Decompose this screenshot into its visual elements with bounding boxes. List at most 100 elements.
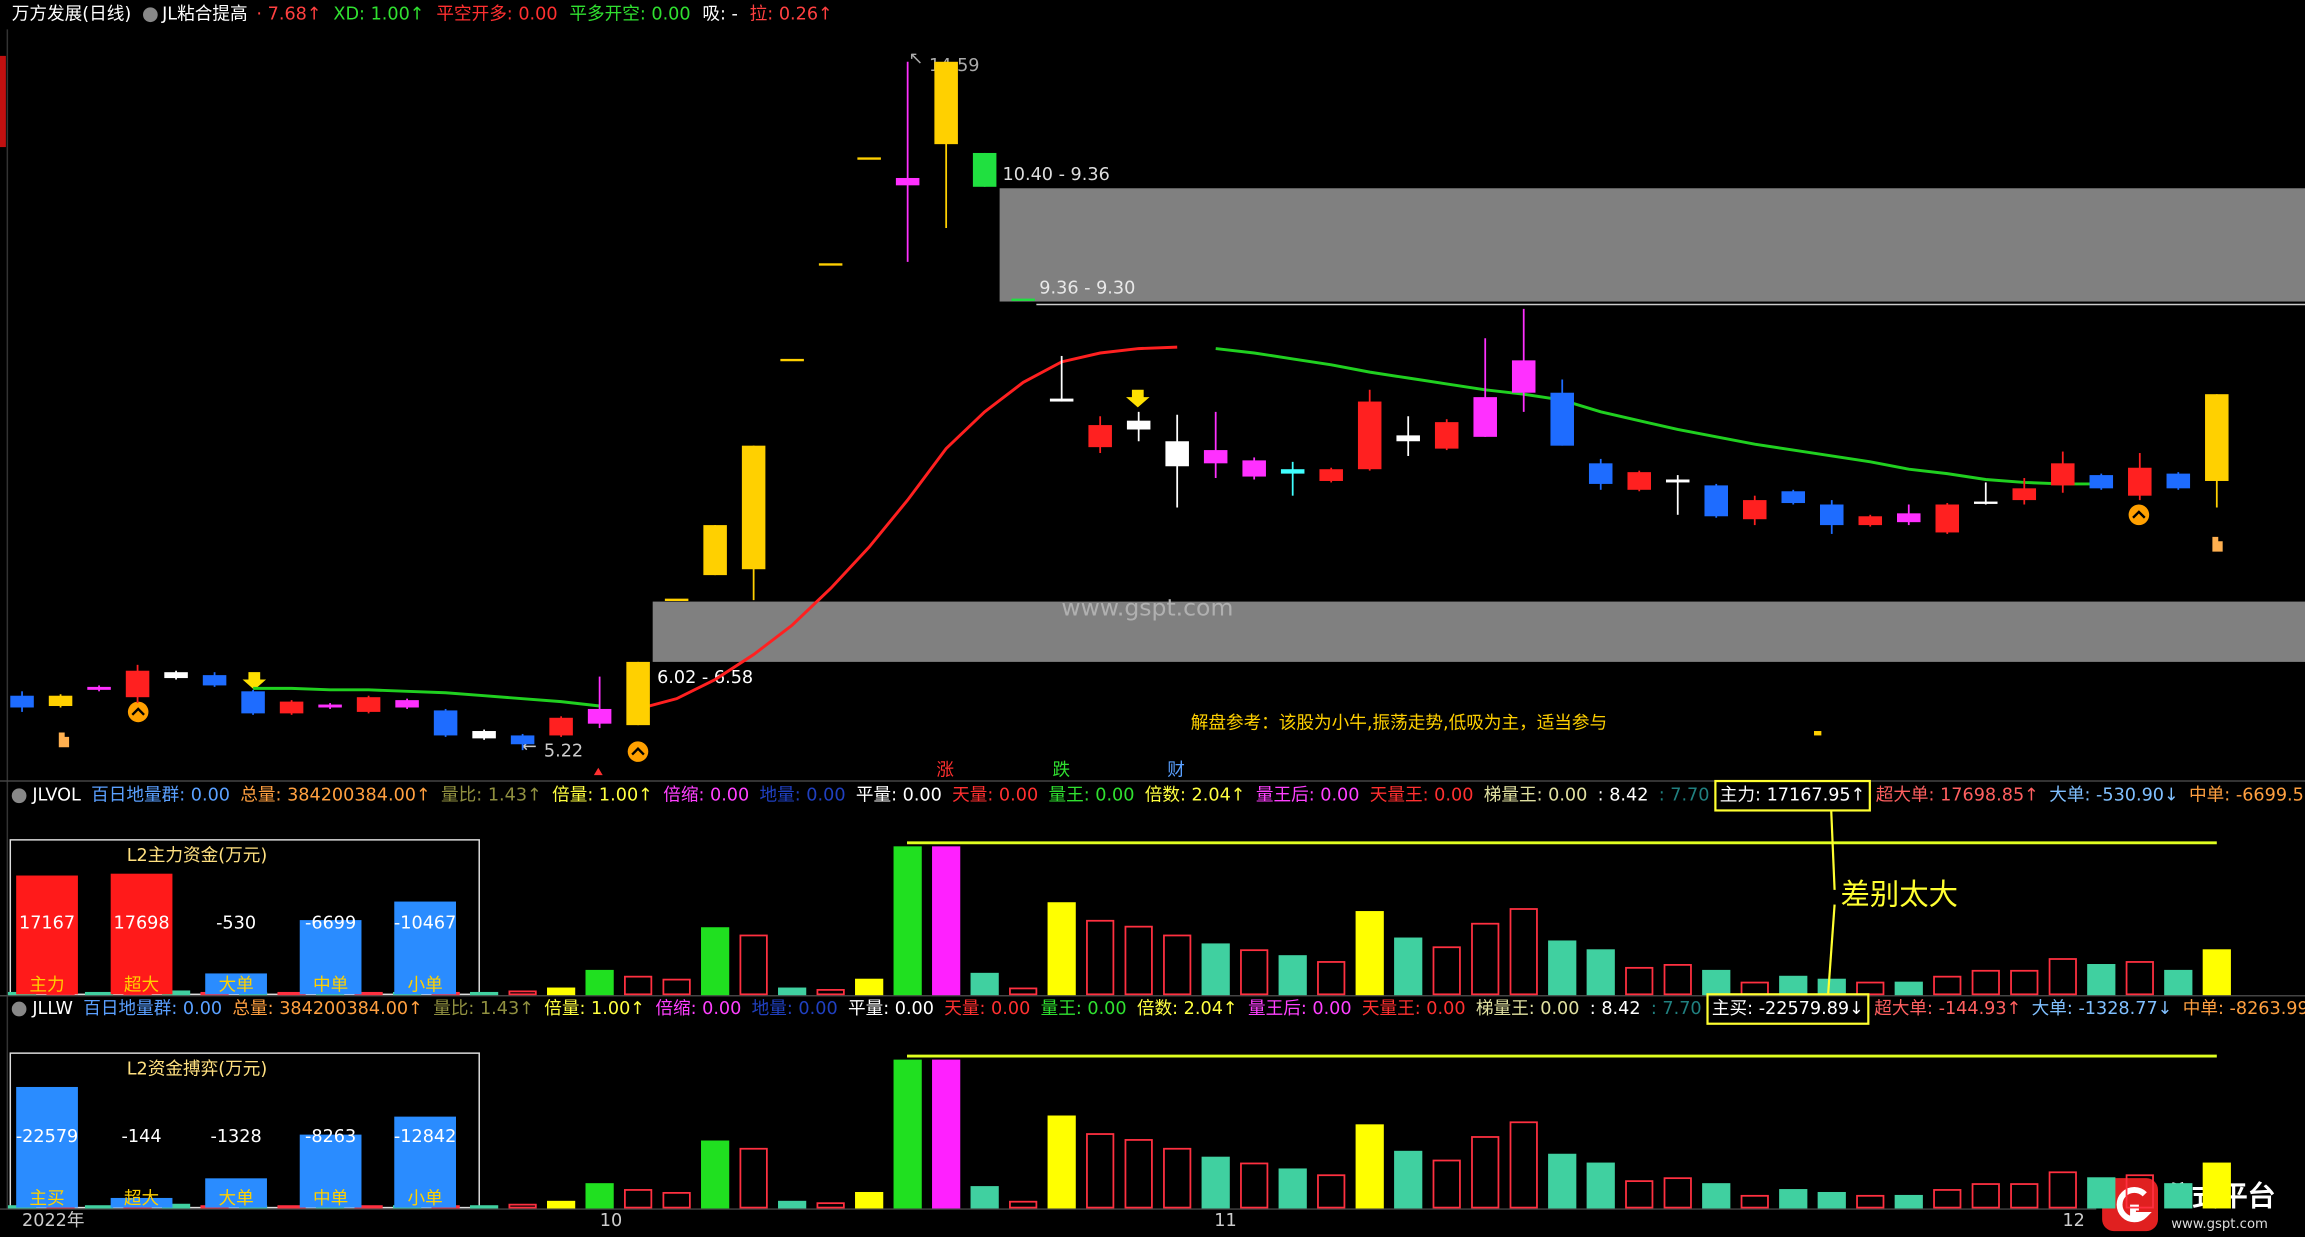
annotation: 差别太大 <box>1840 877 1958 911</box>
candle-body <box>664 598 689 601</box>
indicator-name: JL粘合提高 <box>161 4 248 25</box>
candle-body <box>895 177 920 186</box>
candle-body <box>703 525 727 576</box>
volume-bar <box>1047 1115 1076 1209</box>
candle-body <box>818 263 843 266</box>
down-arrow-icon <box>1126 389 1150 408</box>
indicator-item: 量王后: 0.00 <box>1248 998 1352 1019</box>
circle-icons <box>127 504 2150 762</box>
date-label: 2022年 <box>22 1210 84 1231</box>
candle-body <box>1203 450 1228 464</box>
candle-body <box>1781 491 1806 504</box>
candle-body <box>1858 516 1883 526</box>
indicator-item: 平空开多: 0.00 <box>436 4 557 25</box>
candle-body <box>48 695 73 707</box>
volume-bar <box>546 1200 576 1209</box>
indicator-item: 量王: 0.00 <box>1048 785 1134 806</box>
fund-value: -6699 <box>305 914 356 934</box>
stock-name: 万方发展(日线) <box>12 4 131 25</box>
candle-body <box>164 672 188 679</box>
fund-label: 主买 <box>29 1188 64 1209</box>
price-zone <box>652 601 2305 662</box>
volume-bar <box>1009 1200 1038 1209</box>
volume-bar <box>739 934 768 996</box>
candle-body <box>1588 463 1613 484</box>
candle-body <box>1049 398 1074 402</box>
volume-bar <box>1278 1168 1307 1209</box>
callout-line <box>1827 904 1836 995</box>
volume-bar <box>1663 964 1692 996</box>
price-zone <box>999 188 2305 302</box>
volume-bar <box>1432 1159 1461 1209</box>
date-label: 10 <box>600 1211 622 1231</box>
volume-bar <box>1086 1133 1115 1209</box>
volume-bar <box>932 1059 961 1209</box>
callout-line <box>1830 810 1836 890</box>
candle-body <box>2128 467 2152 496</box>
indicator-item: 平量: 0.00 <box>856 785 942 806</box>
fund-value: -144 <box>122 1127 162 1147</box>
fund-value: -12842 <box>394 1127 456 1147</box>
fund-value: -530 <box>216 914 256 934</box>
volume-bar <box>1971 969 2000 996</box>
candle-body <box>1819 504 1844 526</box>
volume-bar <box>1625 1180 1654 1209</box>
fund-label: 主力 <box>29 974 64 995</box>
fund-bar <box>16 875 78 995</box>
indicator-item: 倍缩: 0.00 <box>655 998 741 1019</box>
candle-body <box>2089 475 2114 489</box>
indicator-icon <box>143 7 158 23</box>
volume-bar <box>1124 925 1153 996</box>
indicator-item: 倍缩: 0.00 <box>663 785 749 806</box>
indicator-item: 拉: 0.26↑ <box>750 4 833 25</box>
indicator-item: 百日地量群: 0.00 <box>83 998 222 1019</box>
volume-bar <box>2010 1183 2039 1209</box>
volume-bar <box>816 1202 845 1209</box>
volume-bar <box>1740 1194 1769 1209</box>
candle-body <box>857 157 881 160</box>
volume-bar <box>2087 1177 2116 1209</box>
indicator-item: 量王后: 0.00 <box>1256 785 1360 806</box>
volume-bar <box>1394 937 1423 996</box>
volume-bar <box>2202 949 2231 996</box>
fund-label: 超大 <box>124 974 159 995</box>
indicator-item: 中单: -8263.99↓ <box>2183 998 2305 1019</box>
volume-bar <box>855 1191 884 1209</box>
volume-bar <box>1009 987 1038 996</box>
fund-bar <box>110 873 173 995</box>
volume-bar <box>1394 1150 1423 1209</box>
candle-body <box>1280 469 1305 474</box>
indicator-item: 主力: 17167.95↑ <box>1720 785 1866 806</box>
candle-body <box>587 708 612 724</box>
low-label: 5.22 <box>544 742 583 762</box>
candle-body <box>741 445 766 570</box>
volume-bar <box>2048 958 2077 996</box>
candle-body <box>2166 473 2191 489</box>
candle-body <box>1357 401 1382 470</box>
row-icon <box>11 788 27 804</box>
fund-value: 17698 <box>114 914 170 934</box>
date-label: 12 <box>2062 1211 2084 1231</box>
volume-bar <box>624 1189 653 1209</box>
volume-bar <box>970 972 999 996</box>
volume-bar <box>585 969 614 996</box>
volume-bar <box>2125 1174 2154 1209</box>
indicator-item: 梯量王: 0.00 <box>1484 785 1588 806</box>
indicator-item: JLVOL <box>31 786 81 806</box>
indicator-item: 平多开空: 0.00 <box>569 4 690 25</box>
volume-bar <box>2164 1183 2193 1209</box>
volume-bar <box>469 991 499 996</box>
volume-bar <box>1355 1124 1384 1209</box>
indicator-item: 中单: -6699.52↓ <box>2189 785 2305 806</box>
fund-label: 中单 <box>313 1188 348 1209</box>
volume-bar <box>1471 922 1500 996</box>
candle-body <box>125 670 150 698</box>
candle-body <box>549 717 573 736</box>
zone-label: 6.02 - 6.58 <box>657 668 753 688</box>
volume-bar <box>1432 946 1461 996</box>
indicator-item: 大单: -1328.77↓ <box>2032 998 2173 1019</box>
indicator-item: 天量: 0.00 <box>944 998 1030 1019</box>
volume-bar <box>469 1205 499 1209</box>
fund-label: 小单 <box>408 974 443 995</box>
